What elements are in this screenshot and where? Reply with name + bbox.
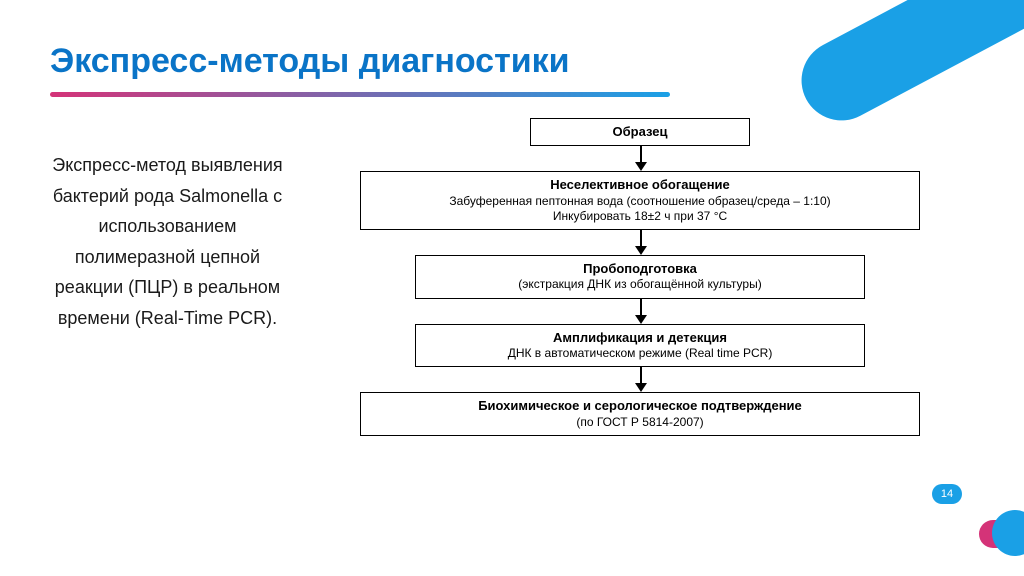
flow-node-sub: (по ГОСТ Р 5814-2007)	[369, 415, 911, 430]
flow-node-title: Биохимическое и серологическое подтвержд…	[369, 398, 911, 414]
flow-node-n3: Пробоподготовка(экстракция ДНК из обогащ…	[415, 255, 865, 299]
flowchart: Образец Неселективное обогащениеЗабуферен…	[330, 118, 950, 436]
flow-node-sub: ДНК в автоматическом режиме (Real time P…	[424, 346, 856, 361]
decor-pill-top	[787, 0, 1024, 135]
flow-node-n1: Образец	[530, 118, 750, 146]
flow-node-title: Амплификация и детекция	[424, 330, 856, 346]
flow-node-title: Образец	[539, 124, 741, 140]
flow-node-title: Неселективное обогащение	[369, 177, 911, 193]
side-description: Экспресс-метод выявления бактерий рода S…	[50, 150, 285, 334]
flow-node-n5: Биохимическое и серологическое подтвержд…	[360, 392, 920, 436]
flow-node-sub: Забуференная пептонная вода (соотношение…	[369, 194, 911, 225]
decor-circle-br	[992, 510, 1024, 556]
page-number-badge: 14	[932, 484, 962, 504]
flow-node-title: Пробоподготовка	[424, 261, 856, 277]
slide-title-wrap: Экспресс-методы диагностики	[50, 42, 570, 81]
flow-node-sub: (экстракция ДНК из обогащённой культуры)	[424, 277, 856, 292]
page-number: 14	[941, 488, 953, 500]
title-underline	[50, 92, 670, 97]
flow-node-n2: Неселективное обогащениеЗабуференная пеп…	[360, 171, 920, 230]
flow-node-n4: Амплификация и детекцияДНК в автоматичес…	[415, 324, 865, 368]
slide-title: Экспресс-методы диагностики	[50, 42, 570, 81]
